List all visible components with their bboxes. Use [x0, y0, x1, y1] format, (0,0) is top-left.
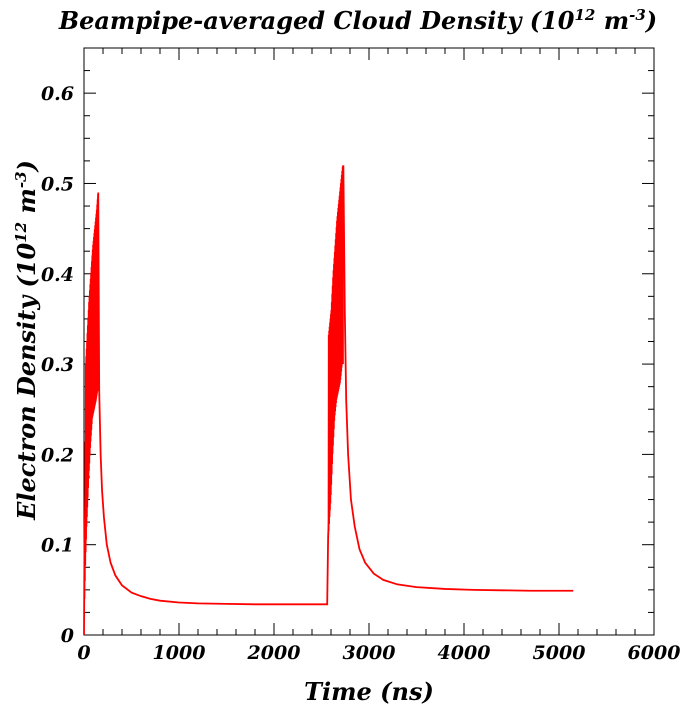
y-axis-title: Electron Density (1012 m-3)	[12, 160, 41, 521]
chart-title-exponent-1: 12	[575, 6, 596, 24]
x-tick-label: 5000	[533, 642, 586, 664]
x-axis-tick-labels: 0 1000 2000 3000 4000 5000 6000	[77, 642, 680, 664]
oscillation-bands	[83, 165, 344, 636]
chart-title-main: Beampipe-averaged Cloud Density (10	[58, 6, 575, 35]
y-axis-tick-labels: 0 0.1 0.2 0.3 0.4 0.5 0.6	[41, 83, 74, 647]
y-tick-label: 0.5	[41, 173, 74, 195]
oscillation-band	[327, 165, 344, 545]
x-tick-label: 3000	[343, 642, 396, 664]
y-axis-title-end: )	[12, 160, 41, 172]
x-axis-ticks	[83, 48, 655, 635]
plot-frame	[83, 47, 655, 636]
density-line	[83, 165, 574, 636]
chart-title-exponent-2: -3	[629, 6, 646, 24]
y-tick-label: 0.3	[41, 354, 74, 376]
x-axis-title: Time (ns)	[304, 677, 434, 706]
chart-title-unit: m	[595, 6, 629, 35]
x-tick-label: 0	[77, 642, 90, 664]
y-tick-label: 0.4	[41, 264, 74, 286]
x-tick-label: 1000	[153, 642, 206, 664]
y-axis-title-main: Electron Density (10	[12, 242, 41, 520]
y-axis-ticks	[84, 47, 654, 636]
chart-title-end: )	[645, 6, 657, 35]
x-tick-label: 6000	[628, 642, 681, 664]
y-axis-title-unit: m	[12, 188, 41, 222]
y-tick-label: 0.6	[41, 83, 74, 105]
y-axis-title-exponent-2: -3	[12, 171, 30, 188]
x-tick-label: 4000	[438, 642, 491, 664]
y-tick-label: 0	[61, 625, 74, 647]
data-series	[83, 165, 574, 636]
y-tick-label: 0.2	[41, 444, 74, 466]
chart-title: Beampipe-averaged Cloud Density (1012 m-…	[58, 6, 657, 35]
x-tick-label: 2000	[247, 642, 301, 664]
y-tick-label: 0.1	[41, 535, 74, 557]
y-axis-title-exponent-1: 12	[12, 222, 30, 243]
